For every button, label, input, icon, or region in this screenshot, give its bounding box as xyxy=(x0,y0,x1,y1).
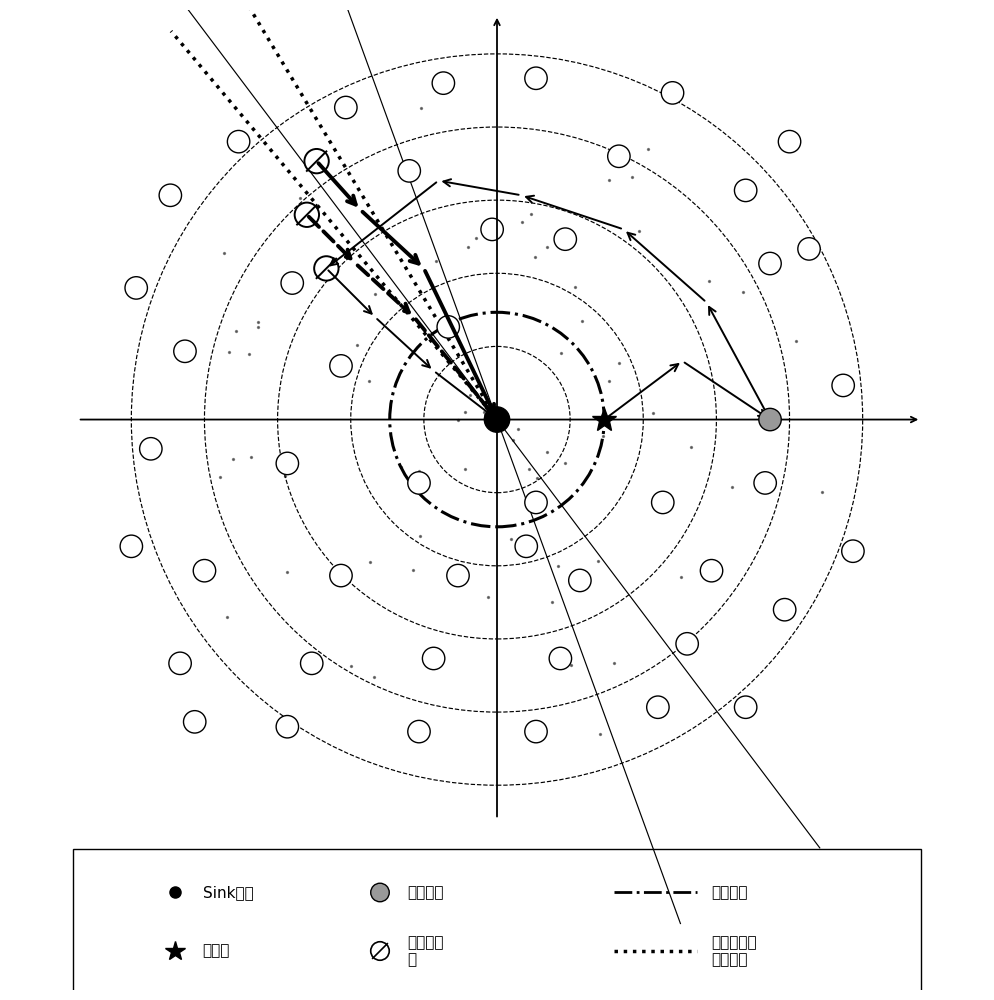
Circle shape xyxy=(294,203,319,227)
Circle shape xyxy=(193,559,216,582)
Circle shape xyxy=(661,82,684,104)
Text: 中间节点: 中间节点 xyxy=(408,885,443,900)
Circle shape xyxy=(314,256,339,281)
Circle shape xyxy=(276,716,298,738)
Circle shape xyxy=(778,130,801,153)
Circle shape xyxy=(758,252,781,275)
Circle shape xyxy=(481,218,503,241)
Circle shape xyxy=(276,452,298,475)
Circle shape xyxy=(647,696,669,718)
Circle shape xyxy=(446,564,469,587)
Circle shape xyxy=(515,535,538,558)
Circle shape xyxy=(371,883,390,902)
Text: 幻影源节
点: 幻影源节 点 xyxy=(408,935,443,967)
Circle shape xyxy=(432,72,454,94)
Circle shape xyxy=(330,564,352,587)
Text: 跳数阈值: 跳数阈值 xyxy=(712,885,748,900)
Circle shape xyxy=(701,559,723,582)
Circle shape xyxy=(549,647,572,670)
Circle shape xyxy=(525,67,548,89)
Circle shape xyxy=(174,340,196,363)
Circle shape xyxy=(304,149,329,173)
Circle shape xyxy=(842,540,864,562)
Circle shape xyxy=(525,491,548,514)
Text: Sink节点: Sink节点 xyxy=(203,885,253,900)
Circle shape xyxy=(554,228,577,250)
Circle shape xyxy=(228,130,249,153)
Circle shape xyxy=(525,720,548,743)
Circle shape xyxy=(422,647,445,670)
Circle shape xyxy=(437,316,459,338)
Circle shape xyxy=(371,942,390,960)
Circle shape xyxy=(125,277,147,299)
Circle shape xyxy=(832,374,855,397)
Circle shape xyxy=(408,720,430,743)
Circle shape xyxy=(139,438,162,460)
Circle shape xyxy=(120,535,142,558)
Circle shape xyxy=(408,472,430,494)
Circle shape xyxy=(735,696,756,718)
Circle shape xyxy=(184,711,206,733)
Text: 幻影源节点
预期角度: 幻影源节点 预期角度 xyxy=(712,935,757,967)
Circle shape xyxy=(735,179,756,202)
Circle shape xyxy=(798,238,820,260)
Circle shape xyxy=(281,272,303,294)
Circle shape xyxy=(484,407,510,432)
Circle shape xyxy=(398,160,420,182)
Circle shape xyxy=(607,145,630,167)
Circle shape xyxy=(651,491,674,514)
Circle shape xyxy=(335,96,357,119)
Circle shape xyxy=(300,652,323,675)
Circle shape xyxy=(569,569,591,592)
Circle shape xyxy=(753,472,776,494)
Circle shape xyxy=(159,184,182,206)
Circle shape xyxy=(676,633,699,655)
Circle shape xyxy=(773,598,796,621)
Text: 源节点: 源节点 xyxy=(203,943,230,958)
Circle shape xyxy=(758,408,781,431)
Circle shape xyxy=(330,355,352,377)
Circle shape xyxy=(169,652,191,675)
Bar xyxy=(73,849,921,995)
